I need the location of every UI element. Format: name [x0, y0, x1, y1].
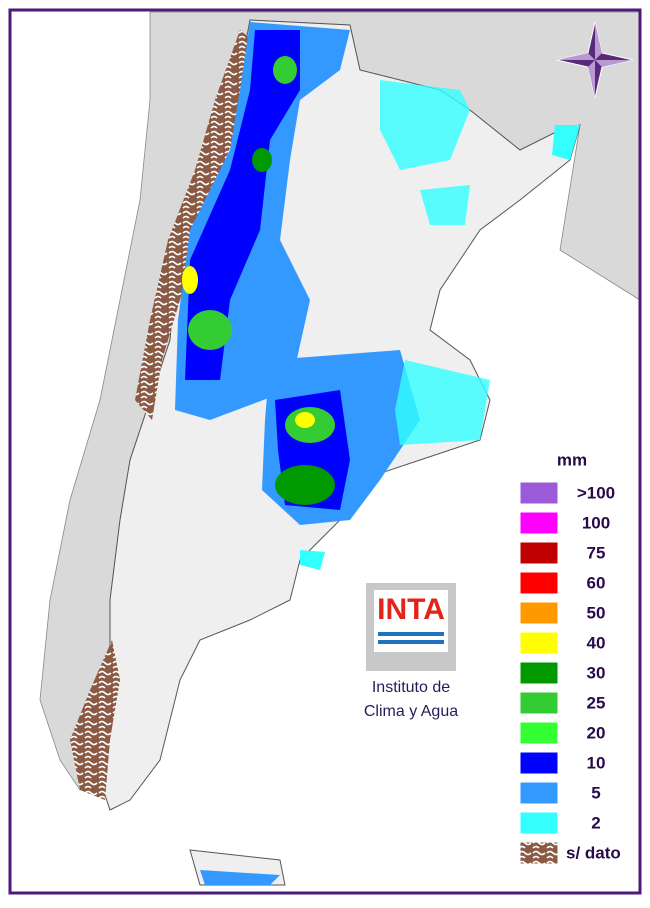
legend-swatch	[519, 781, 559, 805]
inta-logo: INTA Instituto de Clima y Agua	[364, 583, 458, 720]
legend-swatch	[519, 631, 559, 655]
legend-swatch	[519, 571, 559, 595]
logo-stripe	[378, 640, 444, 644]
legend: mm >100 100 75 60 50 40 30 25 20 10 5 2 s/ dato	[519, 450, 621, 865]
legend-label: 40	[587, 633, 606, 652]
legend-label: 5	[591, 783, 600, 802]
legend-label: 20	[587, 723, 606, 742]
legend-label: 60	[587, 573, 606, 592]
legend-swatch	[519, 601, 559, 625]
legend-swatch	[519, 661, 559, 685]
legend-label: >100	[577, 483, 615, 502]
logo-caption: Instituto de	[372, 679, 450, 696]
legend-swatch	[519, 481, 559, 505]
legend-swatch	[519, 721, 559, 745]
legend-label: s/ dato	[566, 843, 621, 862]
legend-label: 25	[587, 693, 606, 712]
legend-unit: mm	[557, 450, 587, 469]
compass-rose	[556, 21, 634, 99]
legend-swatch	[519, 811, 559, 835]
logo-caption: Clima y Agua	[364, 703, 458, 720]
legend-swatch	[519, 691, 559, 715]
legend-label: 2	[591, 813, 600, 832]
frame	[8, 8, 642, 895]
logo-stripe	[378, 632, 444, 636]
no-data-area	[70, 640, 120, 800]
legend-swatch	[519, 751, 559, 775]
precipitation-areas	[175, 22, 580, 885]
legend-label: 75	[587, 543, 606, 562]
legend-swatch	[519, 541, 559, 565]
legend-swatch	[519, 841, 559, 865]
legend-swatch	[519, 511, 559, 535]
legend-label: 30	[587, 663, 606, 682]
logo-name: INTA	[377, 593, 445, 626]
legend-label: 100	[582, 513, 610, 532]
legend-label: 50	[587, 603, 606, 622]
legend-label: 10	[587, 753, 606, 772]
